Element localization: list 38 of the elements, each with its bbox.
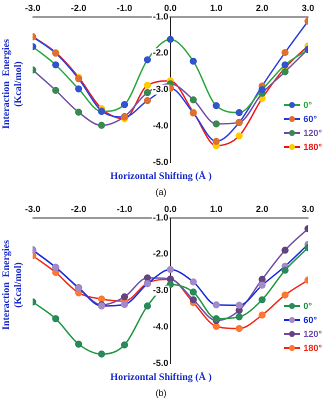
legend-label: 120°	[303, 128, 322, 138]
legend-label: 120°	[303, 329, 322, 339]
x-tick-label: 2.0	[256, 204, 268, 214]
x-tick-label: 2.0	[256, 2, 268, 13]
y-tick-label: -2.0	[152, 248, 168, 259]
legend-label: 180°	[303, 343, 322, 353]
y-tick-label: -4.0	[152, 322, 168, 332]
text: (b)	[154, 388, 168, 398]
y-axis-title: Interaction Energies (Kcal/mol)	[1, 239, 25, 332]
y-tick-label: -2.0	[152, 48, 168, 58]
y-tick-label: -1.0	[152, 212, 168, 222]
x-tick-label: 1.0	[210, 2, 223, 13]
x-axis-title: Horizontal Shifting (Å )	[109, 372, 213, 383]
x-tick-label: -2.0	[70, 2, 86, 13]
y-axis-title: Interaction Energies (Kcal/mol)	[1, 38, 25, 131]
x-tick-label: 1.0	[210, 204, 223, 214]
y-tick-label: -5.0	[152, 156, 168, 167]
legend-label: 0°	[303, 301, 312, 311]
legend-label: 0°	[303, 100, 312, 110]
y-tick-label: -3.0	[152, 285, 168, 296]
x-tick-label: 0.0	[164, 204, 177, 214]
x-tick-label: -2.0	[70, 204, 86, 214]
x-tick-label: -3.0	[24, 2, 41, 13]
x-tick-label: 3.0	[302, 204, 314, 214]
legend-label: 180°	[303, 142, 322, 152]
y-tick-label: -5.0	[152, 358, 168, 368]
x-tick-label: -1.0	[116, 2, 132, 13]
y-tick-label: -4.0	[152, 120, 168, 131]
x-axis-title: Horizontal Shifting (Å )	[109, 171, 213, 182]
text: (a)	[154, 187, 168, 197]
x-tick-label: -1.0	[116, 204, 132, 214]
y-tick-label: -3.0	[152, 84, 168, 94]
legend-label: 60°	[303, 315, 317, 325]
x-tick-label: -3.0	[24, 204, 41, 214]
x-tick-label: 3.0	[302, 2, 314, 13]
legend-label: 60°	[303, 114, 317, 124]
x-tick-label: 0.0	[164, 2, 177, 13]
y-tick-label: -1.0	[152, 11, 168, 22]
